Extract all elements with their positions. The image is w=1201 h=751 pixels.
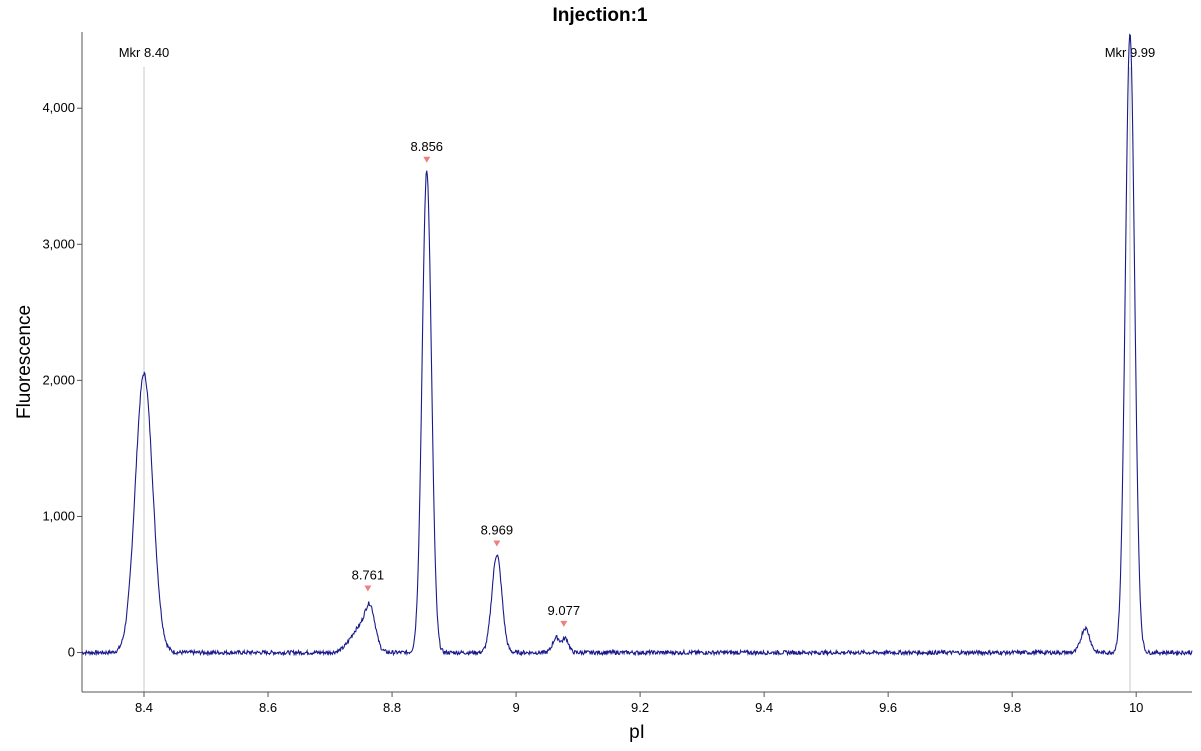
x-tick-label: 9 bbox=[512, 700, 519, 715]
peak-label: 8.969 bbox=[481, 523, 514, 538]
peak-annotations: 8.761 8.856 8.969 9.077 bbox=[352, 139, 581, 627]
y-tick-label: 0 bbox=[68, 645, 75, 660]
peak-marker-icon bbox=[364, 585, 372, 592]
peak-label: 8.856 bbox=[411, 139, 444, 154]
y-axis-label: Fluorescence bbox=[14, 305, 35, 419]
x-tick-label: 10 bbox=[1129, 700, 1143, 715]
x-axis-label: pI bbox=[629, 722, 645, 743]
chart-title: Injection:1 bbox=[552, 5, 647, 26]
x-tick-label: 8.4 bbox=[135, 700, 153, 715]
y-tick-label: 4,000 bbox=[42, 100, 75, 115]
peak-marker-icon bbox=[560, 620, 568, 627]
peak-marker-icon bbox=[493, 540, 501, 547]
marker-label: Mkr 9.99 bbox=[1105, 45, 1156, 60]
y-tick-label: 1,000 bbox=[42, 508, 75, 523]
x-tick-label: 9.2 bbox=[631, 700, 649, 715]
fluorescence-trace bbox=[81, 33, 1193, 657]
trace-layer bbox=[81, 33, 1193, 657]
marker-label: Mkr 8.40 bbox=[119, 45, 170, 60]
y-tick-label: 2,000 bbox=[42, 372, 75, 387]
x-tick-label: 9.6 bbox=[879, 700, 897, 715]
x-tick-label: 8.6 bbox=[259, 700, 277, 715]
y-tick-label: 3,000 bbox=[42, 236, 75, 251]
peak-label: 8.761 bbox=[352, 567, 385, 582]
axes: 0 1,000 2,000 3,000 4,000 8.4 8.6 8.8 9 9.2 9.4 9.6… bbox=[42, 32, 1192, 715]
x-tick-label: 9.4 bbox=[755, 700, 773, 715]
peak-marker-icon bbox=[423, 156, 431, 163]
marker-layer: Mkr 8.40 Mkr 9.99 bbox=[119, 45, 1156, 692]
x-tick-label: 8.8 bbox=[383, 700, 401, 715]
x-tick-label: 9.8 bbox=[1003, 700, 1021, 715]
peak-label: 9.077 bbox=[548, 603, 581, 618]
